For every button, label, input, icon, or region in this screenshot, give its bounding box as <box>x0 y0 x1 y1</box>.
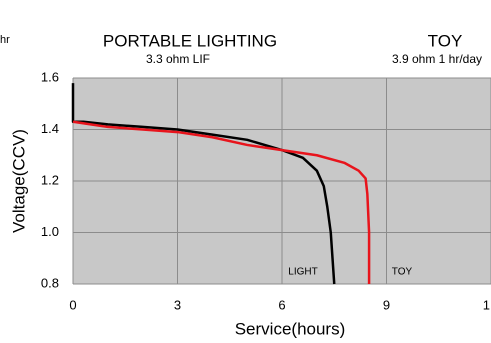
corner-text: hr <box>0 34 10 46</box>
chart-subtitle-right: 3.9 ohm 1 hr/day <box>392 52 482 66</box>
series-annotation: TOY <box>392 267 413 278</box>
x-tick-label: 6 <box>278 297 285 312</box>
series-line <box>71 83 336 285</box>
chart-title-right: TOY <box>428 31 463 50</box>
chart-subtitle: 3.3 ohm LIF <box>146 52 210 66</box>
x-tick-label: 0 <box>69 297 76 312</box>
x-tick-label: 3 <box>174 297 181 312</box>
y-tick-label: 1.0 <box>41 224 59 239</box>
series-annotation: LIGHT <box>288 267 317 278</box>
x-tick-label: 9 <box>383 297 390 312</box>
y-tick-label: 0.8 <box>41 275 59 290</box>
x-axis-label: Service(hours) <box>235 319 346 338</box>
series-line <box>72 120 371 284</box>
chart-title: PORTABLE LIGHTING <box>103 31 277 50</box>
y-axis-label: Voltage(CCV) <box>9 129 28 233</box>
y-tick-label: 1.6 <box>41 69 59 84</box>
y-tick-label: 1.2 <box>41 172 59 187</box>
y-tick-label: 1.4 <box>41 121 59 136</box>
x-tick-label: 1 <box>483 297 490 312</box>
